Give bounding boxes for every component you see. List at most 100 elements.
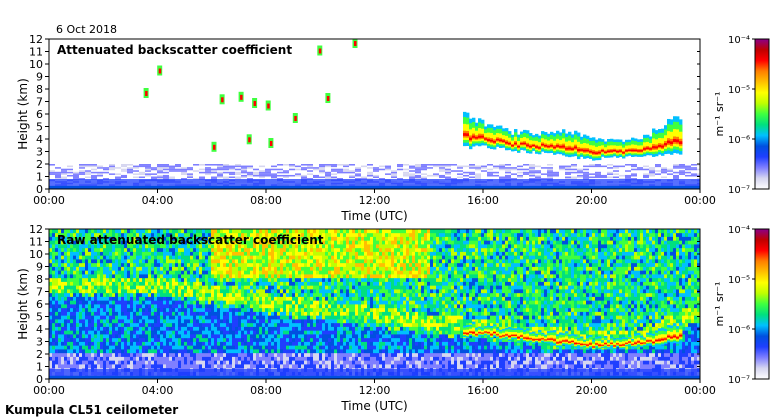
- raw-cell: [85, 330, 89, 335]
- raw-cell: [130, 240, 134, 245]
- raw-cell: [199, 352, 203, 357]
- noise-cell: [61, 176, 67, 179]
- raw-cell: [220, 236, 224, 241]
- raw-cell: [229, 341, 233, 346]
- raw-cell: [100, 334, 104, 339]
- raw-cell: [85, 289, 89, 294]
- raw-cell: [283, 296, 287, 301]
- noise-cell: [415, 167, 421, 169]
- raw-cell: [268, 270, 272, 275]
- raw-cell: [244, 300, 248, 305]
- raw-cell: [115, 334, 119, 339]
- raw-cell: [202, 319, 206, 324]
- raw-cell: [175, 330, 179, 335]
- raw-cell: [214, 285, 218, 290]
- raw-cell: [274, 322, 278, 327]
- raw-cell: [220, 229, 224, 234]
- raw-cell: [127, 304, 131, 309]
- raw-cell: [136, 270, 140, 275]
- raw-cell: [283, 364, 287, 369]
- raw-cell: [175, 277, 179, 282]
- raw-cell: [301, 360, 305, 365]
- raw-cell: [274, 337, 278, 342]
- raw-cell: [115, 274, 119, 279]
- noise-cell: [79, 173, 85, 175]
- raw-cell: [250, 349, 254, 354]
- raw-cell: [211, 247, 215, 252]
- raw-cell: [283, 255, 287, 260]
- noise-cell: [517, 165, 523, 168]
- noise-cell: [409, 176, 415, 179]
- noise-cell: [403, 164, 409, 166]
- raw-cell: [91, 232, 95, 237]
- y-tick-label: 0: [36, 183, 43, 196]
- raw-cell: [202, 247, 206, 252]
- raw-cell: [274, 300, 278, 305]
- raw-cell: [64, 240, 68, 245]
- noise-cell: [157, 170, 163, 172]
- noise-cell: [553, 174, 559, 177]
- raw-cell: [187, 266, 191, 271]
- raw-cell: [265, 232, 269, 237]
- raw-cell: [79, 349, 83, 354]
- raw-cell: [184, 236, 188, 241]
- noise-cell: [661, 168, 667, 171]
- raw-cell: [163, 266, 167, 271]
- raw-cell: [220, 330, 224, 335]
- raw-cell: [265, 259, 269, 264]
- noise-cell: [241, 168, 247, 171]
- noise-cell: [565, 165, 571, 168]
- raw-cell: [250, 311, 254, 316]
- raw-cell: [292, 244, 296, 249]
- raw-cell: [286, 292, 290, 297]
- raw-cell: [211, 311, 215, 316]
- raw-cell: [184, 304, 188, 309]
- noise-cell: [145, 173, 151, 175]
- raw-cell: [295, 270, 299, 275]
- raw-cell: [214, 326, 218, 331]
- raw-cell: [202, 360, 206, 365]
- raw-cell: [154, 356, 158, 361]
- raw-cell: [214, 341, 218, 346]
- raw-cell: [241, 274, 245, 279]
- raw-cell: [262, 352, 266, 357]
- raw-cell: [286, 345, 290, 350]
- raw-cell: [172, 270, 176, 275]
- raw-cell: [49, 349, 53, 354]
- raw-cell: [133, 277, 137, 282]
- raw-cell: [121, 330, 125, 335]
- raw-cell: [154, 292, 158, 297]
- raw-cell: [100, 281, 104, 286]
- raw-cell: [238, 296, 242, 301]
- raw-cell: [217, 296, 221, 301]
- raw-cell: [187, 356, 191, 361]
- raw-cell: [109, 326, 113, 331]
- raw-cell: [64, 266, 68, 271]
- raw-cell: [88, 304, 92, 309]
- cloud-layer-cell: [652, 146, 656, 149]
- noise-cell: [349, 176, 355, 179]
- raw-cell: [58, 292, 62, 297]
- raw-cell: [97, 319, 101, 324]
- raw-cell: [274, 277, 278, 282]
- cloud-layer-cell: [490, 139, 494, 142]
- raw-cell: [151, 341, 155, 346]
- raw-cell: [211, 262, 215, 267]
- raw-cell: [235, 364, 239, 369]
- noise-cell: [499, 176, 505, 179]
- raw-cell: [97, 292, 101, 297]
- raw-cell: [58, 319, 62, 324]
- cloud-layer-cell: [556, 145, 560, 147]
- noise-cell: [151, 168, 157, 171]
- raw-cell: [91, 251, 95, 256]
- raw-cell: [85, 341, 89, 346]
- noise-cell: [199, 176, 205, 179]
- noise-cell: [79, 167, 85, 169]
- raw-cell: [169, 292, 173, 297]
- raw-cell: [190, 289, 194, 294]
- raw-cell: [133, 229, 137, 234]
- raw-cell: [121, 255, 125, 260]
- raw-cell: [148, 274, 152, 279]
- noise-cell: [313, 176, 319, 179]
- raw-cell: [106, 240, 110, 245]
